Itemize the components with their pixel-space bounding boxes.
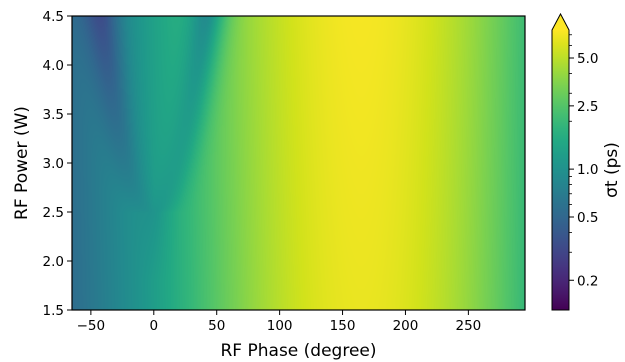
- y-tick-label: 1.5: [43, 303, 64, 319]
- plot-frame: [71, 15, 526, 311]
- x-tick-label: 200: [393, 318, 419, 334]
- y-tick-label: 2.5: [43, 205, 64, 221]
- x-axis-label: RF Phase (degree): [221, 341, 377, 361]
- colorbar-gradient: [552, 30, 569, 310]
- y-tick-label: 3.5: [43, 107, 64, 123]
- y-tick-label: 4.0: [43, 58, 64, 74]
- colorbar-tick-label: 0.2: [577, 273, 598, 289]
- y-tick-label: 3.0: [43, 156, 64, 172]
- colorbar-tick-label: 2.5: [577, 99, 598, 115]
- colorbar-label: σt (ps): [602, 142, 622, 198]
- x-tick-label: −50: [77, 318, 106, 334]
- x-tick-label: 250: [455, 318, 481, 334]
- x-tick-label: 150: [330, 318, 356, 334]
- colorbar-outline: [551, 12, 570, 311]
- x-tick-label: 50: [208, 318, 225, 334]
- heatmap-plot-area: [72, 16, 525, 310]
- heatmap-image: [72, 16, 525, 310]
- colorbar-extend-triangle: [552, 14, 569, 30]
- colorbar-tick-label: 1.0: [577, 162, 598, 178]
- colorbar-tick-label: 5.0: [577, 51, 598, 67]
- colorbar-tick-label: 0.5: [577, 210, 598, 226]
- y-tick-label: 2.0: [43, 254, 64, 270]
- x-axis: −50 0 50 100 150 200 250: [77, 310, 481, 334]
- y-axis: 1.5 2.0 2.5 3.0 3.5 4.0 4.5: [43, 9, 72, 319]
- x-tick-label: 100: [267, 318, 293, 334]
- x-tick-label: 0: [149, 318, 158, 334]
- colorbar: 0.2 0.5 1.0 2.5 5.0 σt (ps): [551, 12, 622, 311]
- y-axis-label: RF Power (W): [12, 106, 32, 220]
- y-tick-label: 4.5: [43, 9, 64, 25]
